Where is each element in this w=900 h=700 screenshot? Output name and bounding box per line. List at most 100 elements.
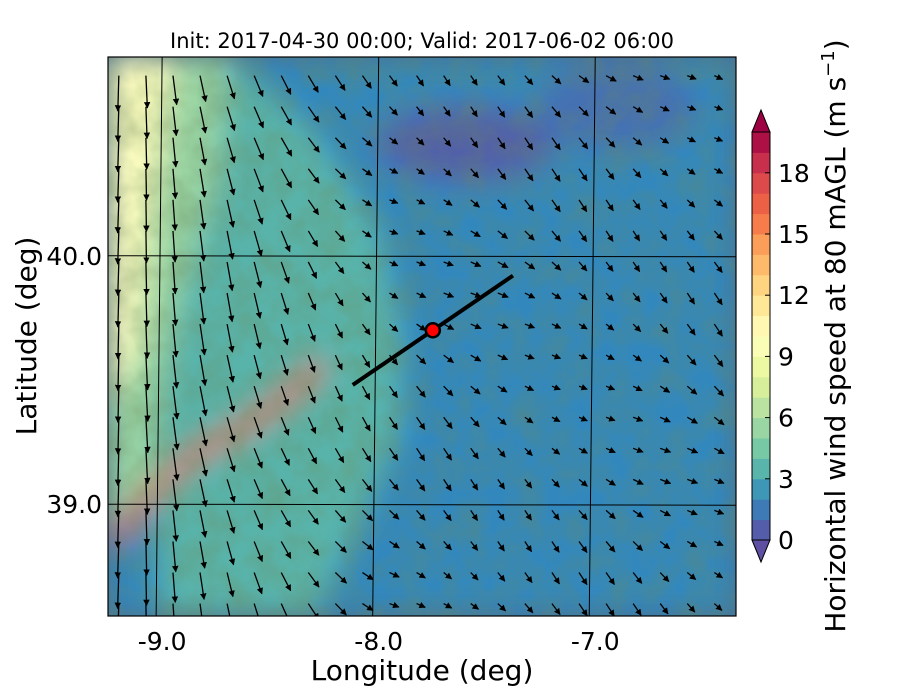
wind-vector <box>280 603 288 616</box>
wind-vector <box>416 540 426 550</box>
wind-vector <box>114 324 122 360</box>
wind-vector <box>578 199 588 213</box>
colorbar-level <box>752 152 770 174</box>
wind-vector <box>253 386 263 409</box>
wind-vector <box>632 415 644 422</box>
wind-vector <box>226 572 235 598</box>
wind-vector <box>443 199 453 206</box>
wind-vector <box>388 75 398 87</box>
wind-vector <box>714 135 724 142</box>
wind-vector <box>605 75 617 82</box>
wind-vector <box>389 509 400 520</box>
wind-vector <box>143 293 151 328</box>
wind-vector <box>172 510 179 542</box>
wind-vector <box>416 385 426 398</box>
wind-vector <box>226 292 235 323</box>
wind-vector <box>497 199 508 210</box>
wind-vector <box>307 75 319 93</box>
wind-vector <box>334 572 348 584</box>
wind-vector <box>117 603 120 616</box>
wind-vector <box>578 261 588 272</box>
wind-vector <box>659 261 668 273</box>
wind-vector <box>143 106 151 140</box>
wind-vector <box>443 168 452 177</box>
wind-vector <box>253 603 259 616</box>
wind-vector <box>361 75 372 89</box>
wind-vector <box>226 603 231 616</box>
wind-vector <box>416 260 427 267</box>
wind-vector <box>416 106 425 117</box>
wind-vector <box>226 510 236 534</box>
wind-vector <box>361 354 371 368</box>
wind-vector <box>524 353 535 360</box>
wind-vector <box>524 322 536 329</box>
wind-vector <box>578 603 588 616</box>
wind-vector <box>632 230 641 242</box>
wind-vector <box>199 479 208 508</box>
colorbar-level <box>752 519 770 541</box>
wind-vector <box>524 75 534 86</box>
wind-vector <box>578 106 589 117</box>
wind-vector <box>114 137 122 173</box>
wind-vector <box>659 74 671 81</box>
wind-vector <box>280 137 293 157</box>
wind-vector <box>686 168 696 175</box>
wind-vector <box>687 447 699 454</box>
plot-area <box>107 56 737 617</box>
wind-vector <box>388 447 399 461</box>
wind-vector <box>659 447 672 454</box>
wind-vector <box>443 510 452 522</box>
wind-vector <box>334 385 343 402</box>
wind-vector <box>334 478 346 494</box>
wind-vector <box>280 541 292 559</box>
wind-vector <box>659 105 670 112</box>
wind-vector <box>199 448 209 477</box>
wind-vector <box>470 230 481 238</box>
wind-vector <box>713 199 724 207</box>
colorbar-tick-label: 6 <box>778 404 794 433</box>
wind-vector <box>714 478 725 485</box>
wind-vector <box>389 478 399 491</box>
wind-vector <box>226 261 235 292</box>
wind-vector <box>551 353 562 360</box>
wind-vector <box>632 323 642 333</box>
wind-vector <box>199 137 208 166</box>
wind-vector <box>524 384 535 392</box>
wind-vector <box>389 540 400 549</box>
wind-vector <box>226 448 236 473</box>
colorbar-tick-label: 3 <box>778 465 794 494</box>
wind-vector <box>659 540 671 550</box>
wind-vector <box>524 447 533 456</box>
wind-vector <box>605 323 615 331</box>
wind-vector <box>172 386 180 420</box>
wind-vector <box>632 292 641 303</box>
wind-vector <box>144 448 151 485</box>
wind-vector <box>362 199 373 207</box>
y-axis-ticks: 39.0 40.0 <box>46 242 102 519</box>
wind-vector <box>686 292 696 305</box>
wind-vector <box>497 168 507 180</box>
wind-vector <box>551 541 560 553</box>
colorbar-level <box>752 132 770 153</box>
colorbar-label: Horizontal wind speed at 80 mAGL (m s−1) <box>818 39 852 632</box>
wind-vector <box>470 106 478 118</box>
wind-vector <box>307 199 320 216</box>
colorbar-level <box>752 193 770 215</box>
wind-vector <box>172 75 180 106</box>
wind-vector <box>114 75 122 112</box>
wind-vector <box>416 571 426 579</box>
colorbar-level <box>752 274 770 296</box>
wind-vector <box>632 168 642 179</box>
wind-vector <box>551 137 561 151</box>
wind-vector <box>114 230 122 265</box>
wind-vector <box>578 168 588 182</box>
wind-vector <box>632 261 641 273</box>
wind-vector <box>226 106 236 132</box>
wind-vector <box>714 104 724 111</box>
wind-vector <box>334 354 343 371</box>
wind-vector <box>307 106 320 123</box>
wind-vector <box>307 137 320 153</box>
wind-vector <box>686 385 698 395</box>
colorbar-level <box>752 499 770 521</box>
wind-vector <box>280 292 290 315</box>
